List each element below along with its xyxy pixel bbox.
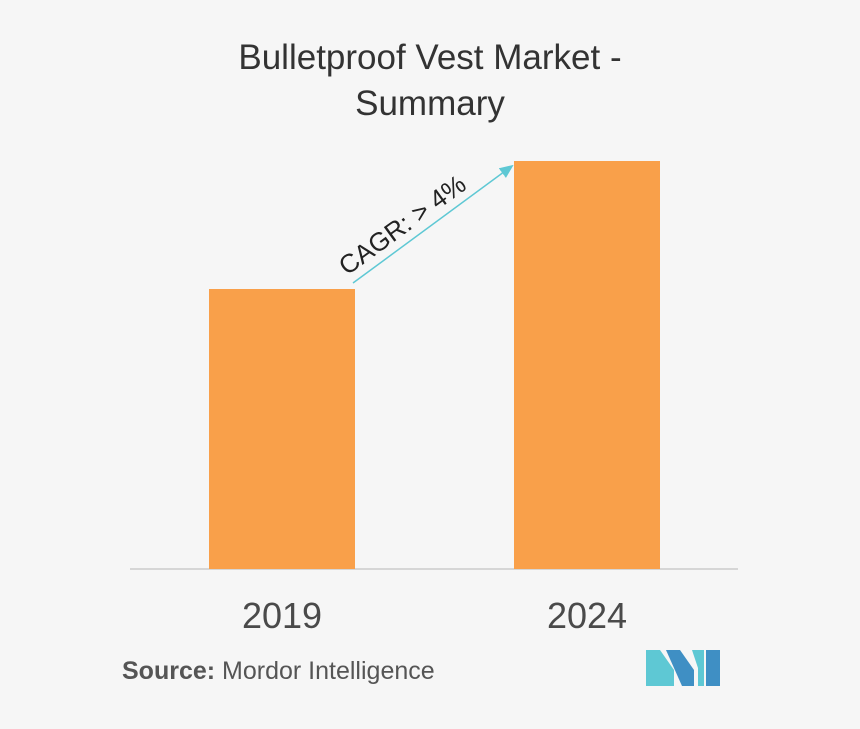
cagr-annotation: CAGR: > 4% bbox=[333, 169, 472, 281]
chart-title-line-2: Summary bbox=[355, 84, 505, 123]
source-text: Mordor Intelligence bbox=[222, 657, 435, 685]
logo-shape-middle bbox=[666, 650, 694, 686]
source-label: Source: bbox=[122, 657, 216, 685]
source-line: Source: Mordor Intelligence bbox=[122, 657, 435, 686]
mordor-intelligence-logo bbox=[646, 650, 720, 686]
x-tick-label-2024: 2024 bbox=[547, 595, 627, 636]
logo-shape-left bbox=[646, 650, 674, 686]
logo-shape-right-a bbox=[692, 650, 704, 686]
x-tick-labels: 2019 2024 bbox=[242, 595, 627, 636]
bar-2024 bbox=[514, 161, 660, 569]
chart-title: Bulletproof Vest Market - Summary bbox=[0, 35, 860, 127]
chart-title-line-1: Bulletproof Vest Market - bbox=[238, 38, 622, 77]
logo-shape-right-b bbox=[706, 650, 720, 686]
cagr-arrow bbox=[352, 164, 514, 284]
bars-group bbox=[209, 161, 660, 569]
bar-2019 bbox=[209, 289, 355, 569]
x-tick-label-2019: 2019 bbox=[242, 595, 322, 636]
